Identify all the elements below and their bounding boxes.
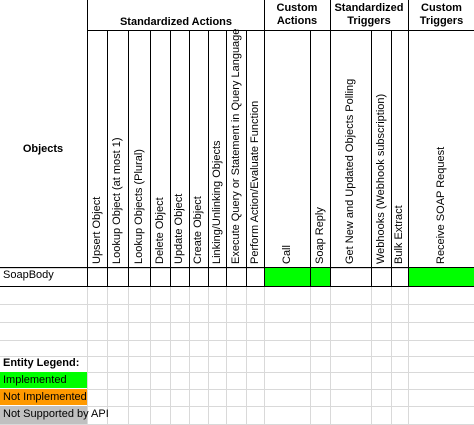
column-header[interactable]: Webhooks (Webhook subscription) xyxy=(374,93,387,264)
grid-col-line xyxy=(170,268,171,424)
grid-col-line xyxy=(208,268,209,424)
grid-col-line xyxy=(264,268,265,424)
column-header[interactable]: Linking/Unlinking Objects xyxy=(210,140,223,264)
header-border-line xyxy=(0,286,474,287)
grid-col-line xyxy=(87,268,88,424)
status-cell[interactable] xyxy=(311,268,330,286)
grid-col-line xyxy=(128,268,129,424)
grid-row-line xyxy=(0,372,474,373)
group-header-custom-actions[interactable]: Custom Actions xyxy=(276,2,318,27)
header-border-line xyxy=(310,30,311,286)
objects-header[interactable]: Objects xyxy=(22,143,64,155)
column-header[interactable]: Upsert Object xyxy=(90,196,103,264)
header-border-line xyxy=(128,30,129,286)
grid-row-line xyxy=(0,304,474,305)
grid-col-line xyxy=(189,268,190,424)
header-border-line xyxy=(226,30,227,286)
status-cell[interactable] xyxy=(265,268,310,286)
group-header-standardized-triggers[interactable]: Standardized Triggers xyxy=(334,2,404,27)
grid-row-line xyxy=(0,268,474,269)
column-header[interactable]: Create Object xyxy=(192,196,204,264)
grid-row-line xyxy=(0,322,474,323)
legend-implemented-swatch xyxy=(0,372,87,388)
column-header[interactable]: Execute Query or Statement in Query Lang… xyxy=(229,28,242,264)
grid-row-line xyxy=(0,340,474,341)
column-header[interactable]: Get New and Updated Objects Polling xyxy=(344,78,356,264)
header-border-line xyxy=(246,30,247,286)
grid-col-line xyxy=(246,268,247,424)
header-border-line xyxy=(371,30,372,286)
column-header[interactable]: Soap Reply xyxy=(313,207,326,264)
grid-col-line xyxy=(408,268,409,424)
status-cell[interactable] xyxy=(409,268,474,286)
header-border-line xyxy=(0,267,474,268)
grid-col-line xyxy=(371,268,372,424)
column-header[interactable]: Bulk Extract xyxy=(393,205,405,264)
grid-row-line xyxy=(0,406,474,407)
grid-row-line xyxy=(0,356,474,357)
column-header[interactable]: Delete Object xyxy=(153,197,166,264)
legend-not-implemented-swatch xyxy=(0,389,87,405)
column-header[interactable]: Lookup Object (at most 1) xyxy=(111,137,123,264)
column-header[interactable]: Call xyxy=(280,245,293,264)
legend-not-supported-label[interactable]: Not Supported by API xyxy=(3,408,109,420)
header-border-line xyxy=(170,30,171,286)
column-header[interactable]: Update Object xyxy=(173,193,185,264)
column-header[interactable]: Lookup Objects (Plural) xyxy=(132,149,145,264)
header-border-line xyxy=(150,30,151,286)
column-header[interactable]: Perform Action/Evaluate Function xyxy=(248,100,261,264)
grid-col-line xyxy=(330,268,331,424)
group-header-custom-triggers[interactable]: Custom Triggers xyxy=(419,2,464,27)
grid-col-line xyxy=(107,268,108,424)
header-border-line xyxy=(408,0,409,286)
row-label-soapbody[interactable]: SoapBody xyxy=(3,269,54,281)
grid-col-line xyxy=(310,268,311,424)
header-border-line xyxy=(87,30,474,31)
header-border-line xyxy=(189,30,190,286)
header-border-line xyxy=(264,0,265,286)
group-header-standardized-actions[interactable]: Standardized Actions xyxy=(119,16,233,28)
header-border-line xyxy=(87,0,88,286)
header-border-line xyxy=(208,30,209,286)
grid-col-line xyxy=(226,268,227,424)
legend-title: Entity Legend: xyxy=(3,357,80,369)
legend-not-supported-swatch xyxy=(0,406,87,424)
header-border-line xyxy=(330,0,331,286)
legend-not-implemented-label[interactable]: Not Implemented xyxy=(3,391,87,403)
header-border-line xyxy=(107,30,108,286)
grid-row-line xyxy=(0,389,474,390)
header-border-line xyxy=(391,30,392,286)
legend-implemented-label[interactable]: Implemented xyxy=(3,374,67,386)
column-header[interactable]: Receive SOAP Request xyxy=(434,146,447,264)
grid-col-line xyxy=(150,268,151,424)
grid-col-line xyxy=(391,268,392,424)
